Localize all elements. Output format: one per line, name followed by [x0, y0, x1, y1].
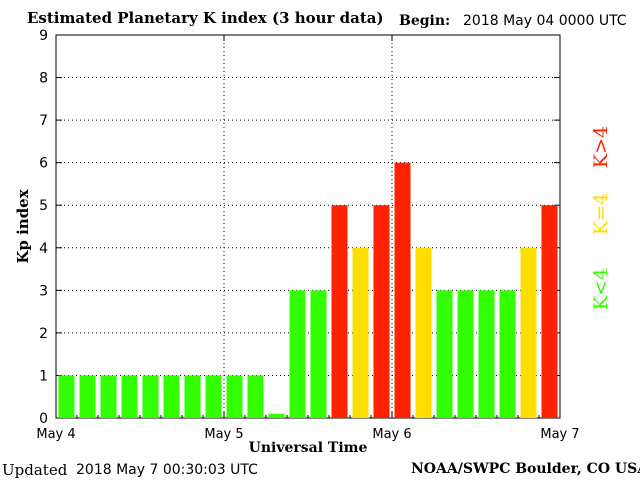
y-axis-label: Kp index: [14, 188, 32, 263]
y-tick-label: 8: [39, 71, 48, 87]
kp-bar: [205, 375, 222, 418]
begin-label: Begin:: [399, 13, 451, 29]
kp-bar: [163, 375, 180, 418]
y-tick-label: 0: [39, 411, 48, 427]
source-credit: NOAA/SWPC Boulder, CO USA: [411, 461, 640, 477]
kp-bar: [121, 375, 138, 418]
kp-bar: [394, 162, 411, 418]
kp-bar: [352, 247, 369, 418]
y-tick-label: 1: [39, 368, 48, 384]
kp-bar: [79, 375, 96, 418]
kp-bar: [457, 290, 474, 418]
x-tick-label: May 4: [36, 427, 75, 442]
kp-bar: [415, 247, 432, 418]
kp-bar: [478, 290, 495, 418]
kp-bar: [310, 290, 327, 418]
y-tick-label: 4: [39, 241, 48, 257]
chart-title: Estimated Planetary K index (3 hour data…: [27, 9, 384, 27]
kp-bar: [268, 413, 285, 418]
legend-low: K<4: [590, 267, 612, 311]
y-tick-label: 7: [39, 113, 48, 129]
updated-label: Updated: [2, 461, 68, 479]
y-tick-label: 9: [39, 28, 48, 44]
kp-bar: [373, 205, 390, 418]
kp-bar: [541, 205, 558, 418]
kp-bar: [247, 375, 264, 418]
kp-bar: [184, 375, 201, 418]
x-tick-label: May 6: [372, 427, 411, 442]
kp-bar: [100, 375, 117, 418]
begin-value: 2018 May 04 0000 UTC: [463, 13, 627, 29]
kp-bar: [520, 247, 537, 418]
legend-equal: K=4: [590, 192, 612, 236]
kp-bar: [331, 205, 348, 418]
updated-value: 2018 May 7 00:30:03 UTC: [76, 462, 258, 478]
x-tick-label: May 7: [540, 427, 579, 442]
kp-bar: [226, 375, 243, 418]
kp-bar: [58, 375, 75, 418]
y-tick-label: 2: [39, 326, 48, 342]
y-tick-label: 5: [39, 198, 48, 214]
kp-bar: [499, 290, 516, 418]
y-tick-label: 3: [39, 283, 48, 299]
x-tick-label: May 5: [204, 427, 243, 442]
y-tick-label: 6: [39, 156, 48, 172]
kp-bar: [142, 375, 159, 418]
kp-bar: [436, 290, 453, 418]
x-axis-label: Universal Time: [249, 440, 368, 456]
kp-bar: [289, 290, 306, 418]
